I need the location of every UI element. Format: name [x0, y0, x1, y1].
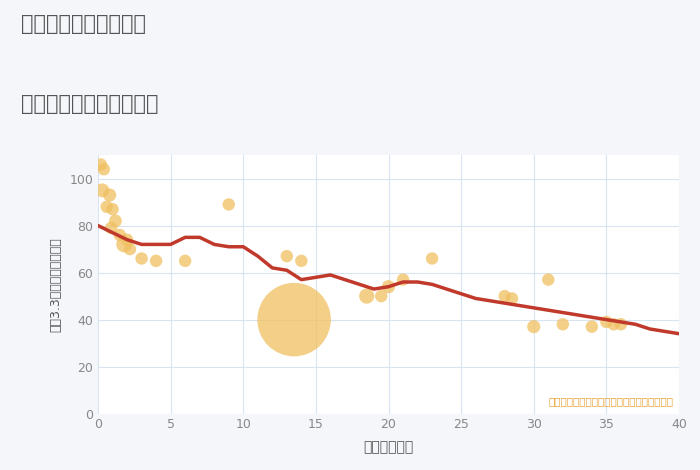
Point — [376, 292, 387, 300]
Point — [223, 201, 235, 208]
Point — [97, 187, 108, 194]
Point — [288, 316, 300, 323]
Point — [296, 257, 307, 265]
Point — [180, 257, 191, 265]
Point — [98, 165, 109, 173]
Point — [106, 224, 117, 232]
Point — [110, 217, 121, 225]
Point — [118, 241, 130, 248]
Point — [150, 257, 162, 265]
Point — [122, 236, 133, 243]
Point — [107, 205, 118, 213]
Point — [383, 283, 394, 290]
Point — [104, 191, 116, 199]
Point — [601, 318, 612, 326]
Point — [557, 321, 568, 328]
Point — [95, 161, 106, 168]
Point — [608, 321, 620, 328]
Point — [587, 323, 598, 330]
Point — [281, 252, 293, 260]
Text: 築年数別中古戸建て価格: 築年数別中古戸建て価格 — [21, 94, 158, 114]
Point — [101, 203, 112, 211]
Point — [426, 255, 438, 262]
Point — [125, 245, 136, 253]
Point — [506, 295, 517, 302]
Point — [398, 276, 409, 283]
Point — [542, 276, 554, 283]
Point — [114, 231, 125, 239]
Point — [136, 255, 147, 262]
Point — [528, 323, 539, 330]
Point — [615, 321, 626, 328]
Text: 円の大きさは、取引のあった物件面積を示す: 円の大きさは、取引のあった物件面積を示す — [548, 396, 673, 406]
Text: 愛知県弥富市佐古木の: 愛知県弥富市佐古木の — [21, 14, 146, 34]
X-axis label: 築年数（年）: 築年数（年） — [363, 440, 414, 454]
Y-axis label: 坪（3.3㎡）単価（万円）: 坪（3.3㎡）単価（万円） — [49, 237, 62, 332]
Point — [499, 292, 510, 300]
Point — [361, 292, 372, 300]
